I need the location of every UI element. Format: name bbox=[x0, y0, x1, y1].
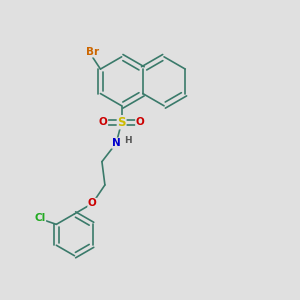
Text: Br: Br bbox=[86, 47, 100, 57]
Text: S: S bbox=[117, 116, 126, 129]
Text: O: O bbox=[99, 117, 107, 127]
Text: N: N bbox=[112, 138, 121, 148]
Text: O: O bbox=[136, 117, 145, 127]
Text: O: O bbox=[88, 199, 97, 208]
Text: Cl: Cl bbox=[34, 213, 46, 223]
Text: H: H bbox=[124, 136, 131, 145]
